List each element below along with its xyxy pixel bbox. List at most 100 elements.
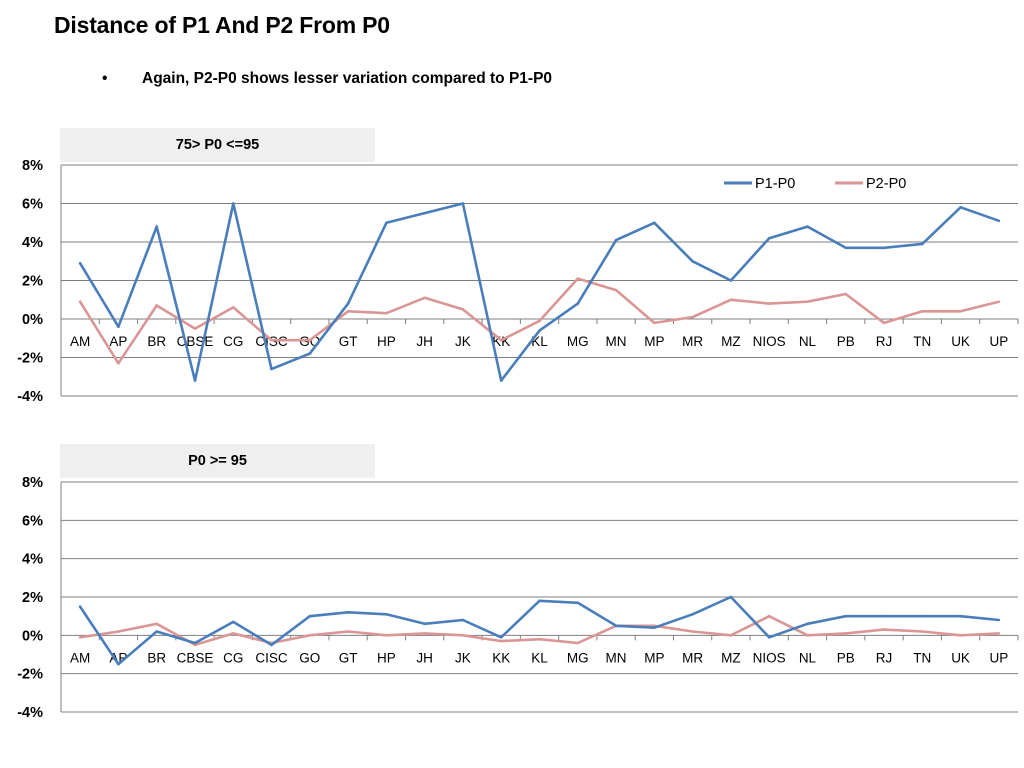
chart-1-series-p2-p0-point — [767, 302, 771, 305]
chart-2-x-tick-label: CG — [223, 650, 243, 665]
chart-1-series-p2-p0-point — [231, 306, 235, 309]
chart-2-series-p2-p0-point — [231, 632, 235, 635]
chart-2-series-p2-p0-point — [461, 634, 465, 637]
chart-1-x-tick-label: MZ — [721, 334, 741, 349]
chart-1-series-p2-p0-point — [691, 315, 694, 319]
chart-2-series-p2-p0-point — [576, 641, 580, 645]
chart-1-series-p1-p0-point — [806, 225, 809, 228]
chart-2-y-tick-label: 0% — [22, 628, 43, 644]
chart-2-y-tick-label: -4% — [17, 705, 43, 721]
chart-1-series-p1-p0-line — [78, 202, 1000, 382]
chart-1-series-p1-p0-point — [921, 242, 924, 246]
chart-2-series-p1-p0-point — [117, 662, 120, 666]
chart-1-x-tick-label: TN — [913, 334, 931, 349]
chart-2-series-p1-p0-point — [959, 614, 962, 618]
chart-1-y-tick-label: -4% — [17, 389, 43, 405]
chart-2-x-tick-label: JH — [416, 650, 433, 665]
chart-2-series-p1-p0-point — [806, 622, 809, 626]
chart-1-series-p1-p0-point — [308, 352, 312, 355]
chart-1-series-p2-p0-point — [385, 311, 388, 315]
chart-1-x-tick-label: JH — [416, 334, 433, 349]
chart-2-series-p2-p0-point — [538, 637, 541, 641]
chart-2-x-tick-label: TN — [913, 650, 931, 665]
chart-1-series-p1-p0-point — [653, 221, 656, 225]
chart-1-series-p1-p0-point — [385, 221, 388, 225]
chart-1-x-tick-label: MG — [567, 334, 589, 349]
chart-1-x-tick-label: PB — [837, 334, 855, 349]
chart-2-x-tick-label: MZ — [721, 650, 741, 665]
chart-2-y-tick-label: 4% — [22, 552, 43, 568]
chart-2-series-p2-p0-point — [844, 632, 848, 635]
chart-1-x-tick-label: MP — [644, 334, 664, 349]
chart-1-series-p1-p0-point — [767, 236, 771, 240]
chart-1-series-p2-p0-point — [576, 277, 580, 280]
chart-1-series-p1-p0-point — [346, 302, 350, 305]
chart-1-series-p1-p0-point — [729, 279, 733, 282]
chart-2-series-p2-p0-point — [193, 643, 197, 647]
chart-1-x-tick-label: CG — [223, 334, 243, 349]
chart-2-series-p1-p0-point — [691, 612, 694, 616]
chart-1-legend-label: P1-P0 — [755, 176, 795, 192]
chart-1-x-tick-label: NIOS — [753, 334, 786, 349]
chart-1-series-p1-p0-point — [193, 379, 197, 382]
chart-1-series-p1-p0-point — [959, 206, 962, 209]
chart-2-series-p2-p0-point — [959, 634, 962, 637]
chart-2-x-tick-label: CBSE — [177, 650, 214, 665]
chart-1-x-tick-label: NL — [799, 334, 817, 349]
chart-2-series-p1-p0-point — [614, 624, 618, 628]
chart-2-series-p1-p0-point — [193, 641, 197, 645]
chart-2-series-p1-p0-point — [155, 630, 158, 633]
chart-1-series-p2-p0-point — [729, 298, 733, 302]
chart-2-series-p1-p0-point — [538, 599, 541, 603]
chart-1-label: 75> P0 <=95 — [60, 128, 375, 162]
chart-2-x-tick-label: GO — [299, 650, 320, 665]
chart-1-series-p1-p0-point — [844, 246, 848, 250]
chart-2-y-tick-label: -2% — [17, 667, 43, 683]
chart-2-x-tick-label: PB — [837, 650, 855, 665]
chart-1-series-p1-p0-point — [997, 219, 1001, 223]
slide-title: Distance of P1 And P2 From P0 — [54, 12, 390, 38]
chart-2-series-p2-p0-point — [806, 634, 809, 637]
chart-2-series-p2-p0-point — [997, 632, 1001, 635]
chart-2-series-p2-p0-point — [729, 634, 733, 637]
chart-1-y-tick-label: 8% — [22, 158, 43, 174]
chart-2-series-p2-p0-point — [423, 632, 426, 635]
chart-1-series-p1-p0-point — [78, 261, 82, 265]
chart-2-x-tick-label: JK — [455, 650, 471, 665]
chart-1-x-tick-label: UP — [989, 334, 1008, 349]
chart-2-series-p1-p0-point — [461, 618, 465, 622]
chart-2-y-tick-label: 6% — [22, 513, 43, 529]
chart-1-series-p2-p0-point — [155, 304, 158, 307]
chart-2-series-p2-p0-point — [921, 630, 924, 633]
chart-1-series-p1-p0-point — [155, 225, 158, 228]
chart-2-series-p1-p0-point — [653, 626, 656, 629]
chart-2-series-p1-p0-point — [499, 635, 503, 639]
chart-2-series-p1-p0-point — [576, 601, 580, 605]
chart-1-x-tick-label: MN — [606, 334, 627, 349]
chart-1-series-p2-p0-point — [423, 296, 426, 300]
chart-2-series-p1-p0-point — [423, 622, 426, 626]
chart-2-x-tick-label: NIOS — [753, 650, 786, 665]
chart-1-series-p1-p0-point — [270, 367, 273, 371]
chart-2-series-p1-p0-point — [308, 614, 312, 618]
chart-1-series-p1-p0-point — [461, 202, 465, 205]
chart-2-x-tick-label: MG — [567, 650, 589, 665]
chart-1-y-tick-label: 2% — [22, 274, 43, 290]
chart-1-y-tick-label: 0% — [22, 312, 43, 328]
chart-2-series-p2-p0-point — [78, 635, 82, 639]
chart-2-x-tick-label: GT — [339, 650, 358, 665]
chart-2-x-tick-label: MR — [682, 650, 703, 665]
chart-1-x-tick-label: HP — [377, 334, 396, 349]
chart-1-series-p2-p0-point — [270, 338, 273, 342]
chart-1-series-p2-p0-point — [461, 308, 465, 311]
chart-1-y-tick-label: -2% — [17, 351, 43, 367]
chart-1-x-tick-label: JK — [455, 334, 471, 349]
chart-2-series-p2-p0-point — [767, 614, 771, 618]
chart-2-y-tick-label: 2% — [22, 590, 43, 606]
chart-1-series-p2-p0-point — [193, 327, 197, 330]
chart-2-series-p1-p0-point — [882, 614, 886, 618]
chart-2-series-p2-p0-point — [882, 628, 886, 631]
chart-1-legend-label: P2-P0 — [866, 176, 906, 192]
chart-2-series-p2-p0-point — [155, 622, 158, 626]
